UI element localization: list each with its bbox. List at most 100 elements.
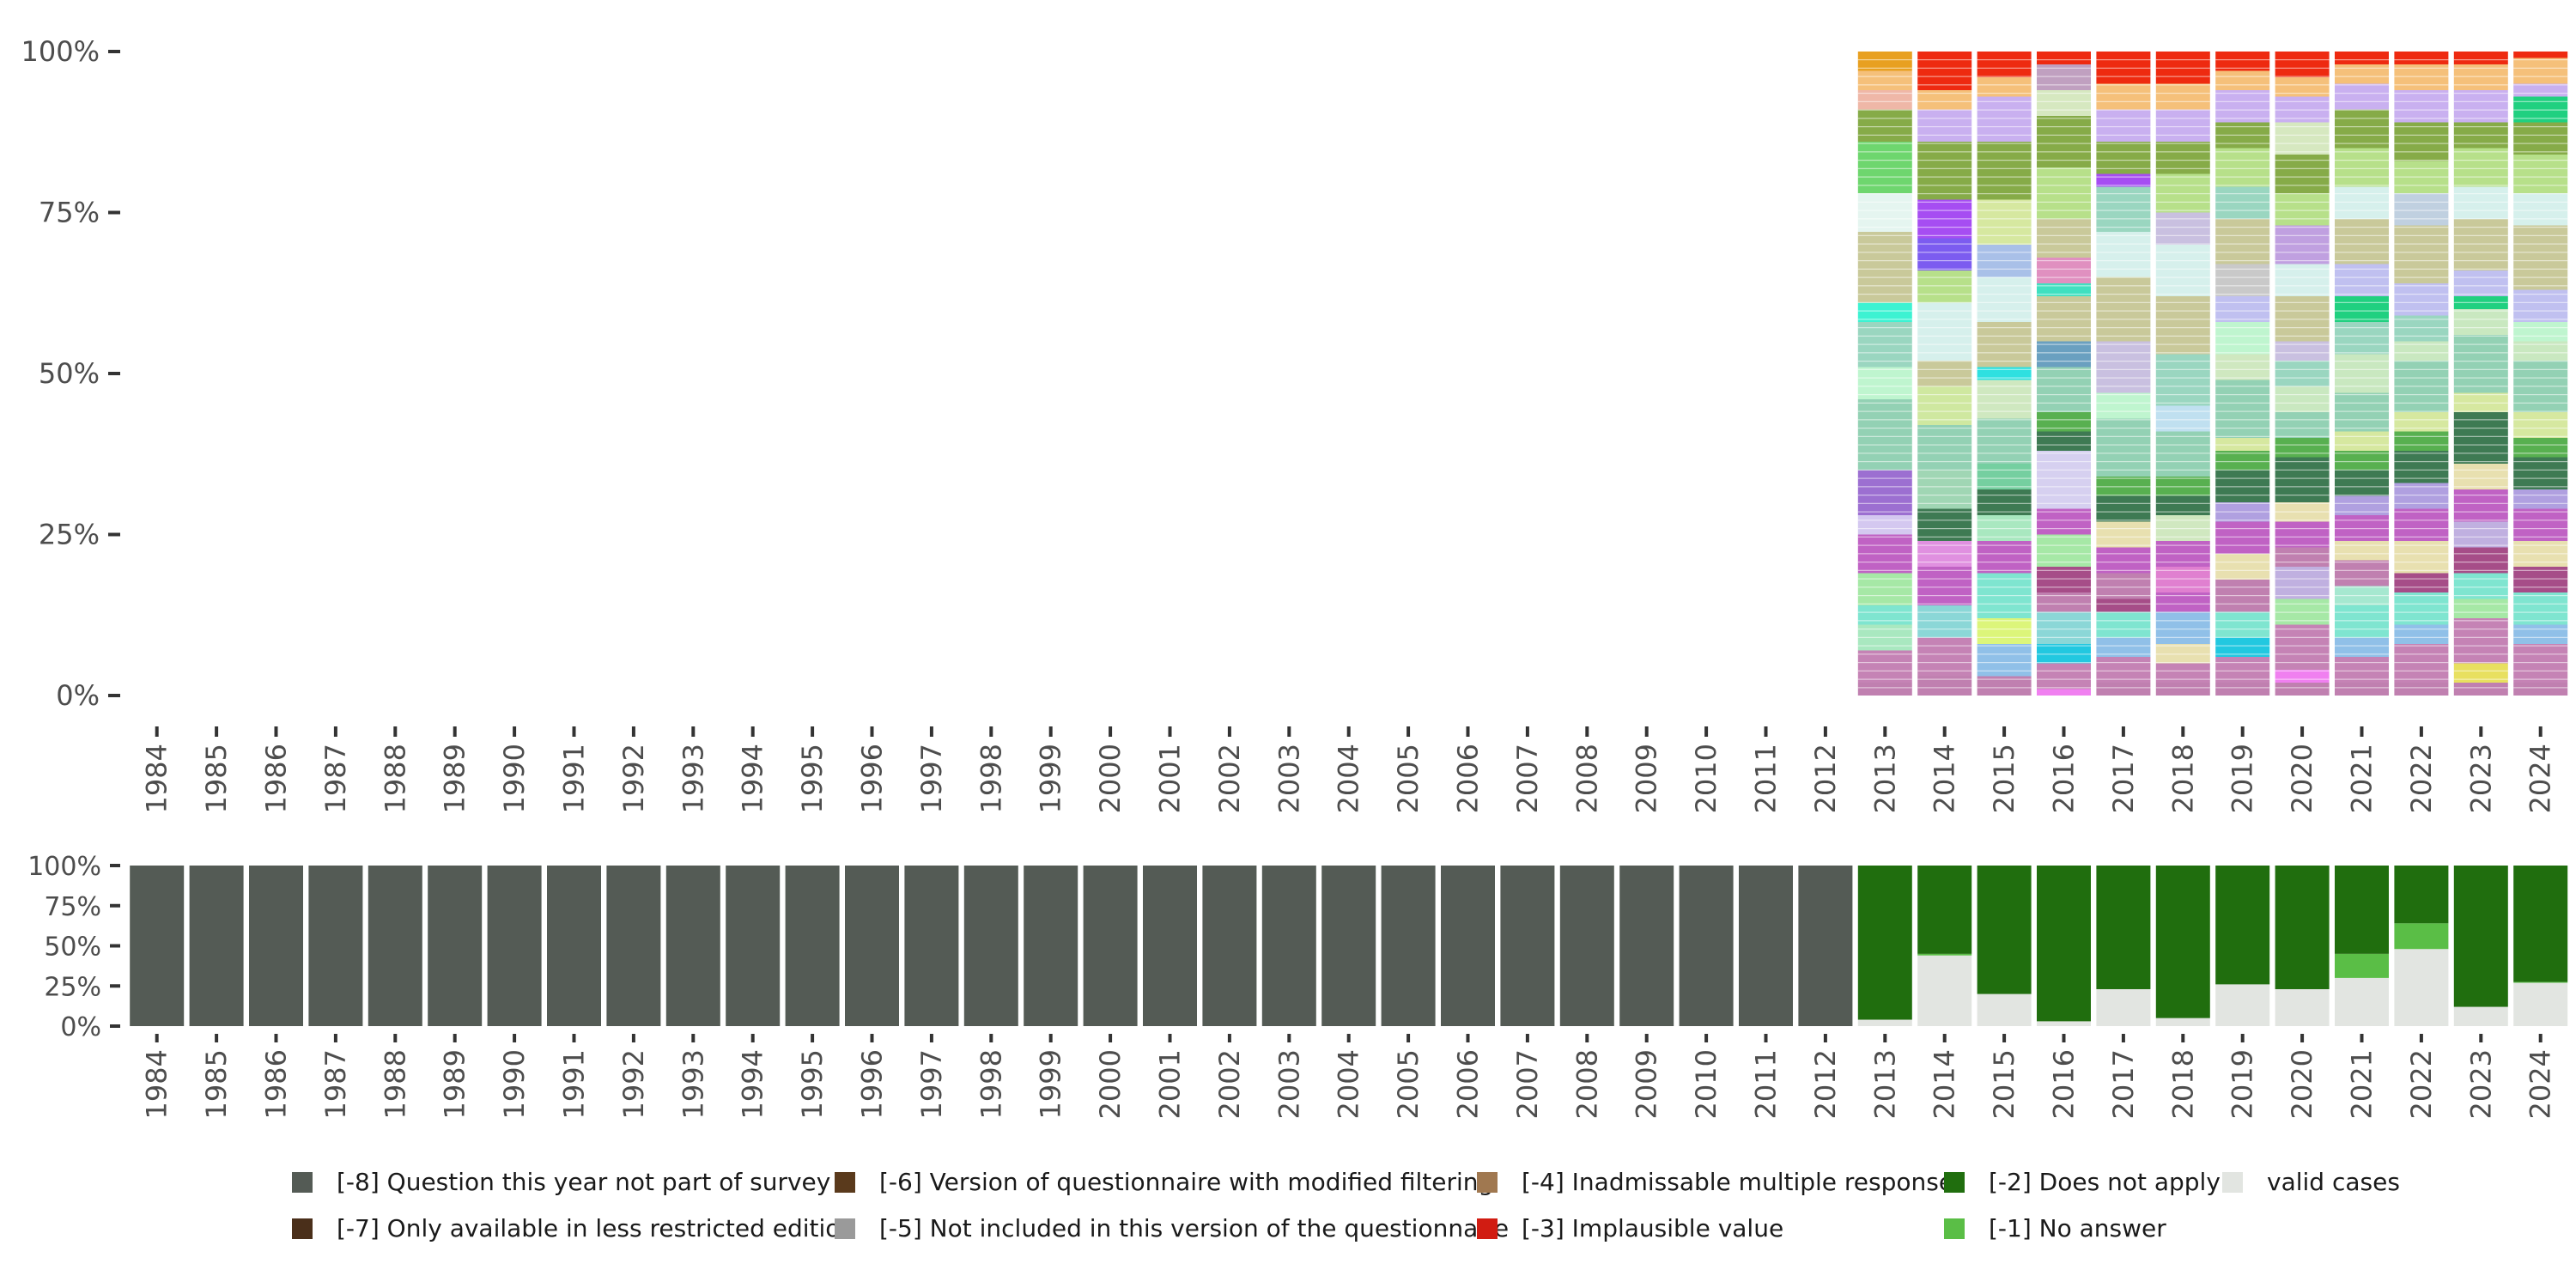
top-x-tick-label: 1984: [141, 744, 173, 813]
top-bar-stripe: [2215, 519, 2270, 521]
top-bar-stripe: [1857, 76, 1912, 77]
top-bar-segment: [1857, 515, 1912, 535]
top-bar-stripe: [2335, 678, 2389, 680]
top-bar-segment: [2394, 64, 2449, 90]
top-bar-segment: [2394, 451, 2449, 483]
top-bar-stripe: [2335, 377, 2389, 379]
top-bar-stripe: [2453, 227, 2508, 228]
top-bar-stripe: [1917, 645, 1972, 647]
top-bar-stripe: [1857, 126, 1912, 128]
top-bar-stripe: [1857, 394, 1912, 396]
top-bar-stripe: [2155, 511, 2210, 513]
top-bar-segment: [2215, 611, 2270, 638]
top-bar-stripe: [2215, 109, 2270, 111]
top-bar-segment: [1977, 142, 2032, 200]
top-bar-stripe: [2215, 210, 2270, 211]
top-bar-stripe: [2155, 167, 2210, 169]
top-bar-stripe: [2453, 176, 2508, 178]
top-bar-stripe: [2394, 167, 2449, 169]
top-bar-segment: [2335, 495, 2389, 515]
top-bar-stripe: [2453, 402, 2508, 404]
top-bar-stripe: [1857, 84, 1912, 86]
top-bar-stripe: [2215, 201, 2270, 203]
top-bar-stripe: [2275, 352, 2330, 354]
top-bar-stripe: [2513, 310, 2568, 312]
top-bar-stripe: [2215, 603, 2270, 605]
top-bar-stripe: [2513, 486, 2568, 488]
top-bar-stripe: [2335, 84, 2389, 86]
top-bar-stripe: [1857, 611, 1912, 613]
top-bar-stripe: [2453, 76, 2508, 77]
top-bar-stripe: [2453, 620, 2508, 622]
top-bar-stripe: [2037, 167, 2091, 169]
top-bar-stripe: [1917, 553, 1972, 555]
top-bar-stripe: [2037, 461, 2091, 463]
top-bar-stripe: [2096, 268, 2151, 270]
top-bar-stripe: [2275, 285, 2330, 287]
top-y-tick-label: 50%: [39, 357, 100, 390]
top-bar-stripe: [2096, 653, 2151, 655]
bottom-y-tick-label: 100%: [27, 852, 101, 882]
top-bar-stripe: [2275, 109, 2330, 111]
bottom-bar-segment: [2453, 1006, 2508, 1026]
top-bar-segment: [1857, 399, 1912, 471]
top-bar-segment: [2275, 438, 2330, 458]
top-bar-segment: [2453, 90, 2508, 123]
top-bar-stripe: [2155, 394, 2210, 396]
top-bar-stripe: [1857, 335, 1912, 337]
top-bar-segment: [2335, 83, 2389, 110]
top-bar-stripe: [2335, 151, 2389, 153]
top-bar-segment: [2096, 521, 2151, 548]
top-bar-stripe: [2155, 93, 2210, 94]
top-bar-stripe: [2037, 578, 2091, 580]
bottom-x-tick-label: 2003: [1273, 1049, 1305, 1119]
top-bar-stripe: [2513, 595, 2568, 597]
top-bar-stripe: [2037, 335, 2091, 337]
top-bar-stripe: [2037, 377, 2091, 379]
top-bar-stripe: [2335, 327, 2389, 329]
top-bar-stripe: [2335, 519, 2389, 521]
top-bar-stripe: [2155, 151, 2210, 153]
top-bar-stripe: [2513, 294, 2568, 295]
top-bar-stripe: [2215, 477, 2270, 479]
top-bar-stripe: [1857, 67, 1912, 69]
top-bar-stripe: [2275, 419, 2330, 421]
bottom-bar-segment: [845, 866, 899, 1026]
top-bar-stripe: [2096, 193, 2151, 195]
top-bar-stripe: [2096, 461, 2151, 463]
top-bar-segment: [1917, 109, 1972, 142]
bottom-x-tick-label: 1995: [796, 1049, 829, 1119]
top-bar-stripe: [2037, 502, 2091, 504]
top-bar-segment: [2096, 276, 2151, 342]
top-bar-segment: [2335, 392, 2389, 432]
top-bar-stripe: [2275, 301, 2330, 303]
top-bar-stripe: [2155, 143, 2210, 144]
top-bar-stripe: [1857, 519, 1912, 521]
top-bar-stripe: [2335, 109, 2389, 111]
top-bar-segment: [2275, 547, 2330, 567]
bottom-x-tick-label: 1998: [975, 1049, 1007, 1119]
top-bar-stripe: [2155, 227, 2210, 228]
top-bar-stripe: [1917, 444, 1972, 446]
top-bar-stripe: [2155, 76, 2210, 77]
top-bar-stripe: [2394, 536, 2449, 538]
top-bar-segment: [1857, 650, 1912, 683]
top-bar-stripe: [2037, 276, 2091, 278]
top-bar-stripe: [2513, 502, 2568, 504]
top-bar-stripe: [1977, 435, 2032, 437]
top-bar-segment: [1917, 270, 1972, 303]
top-bar-segment: [1917, 238, 1972, 270]
top-bar-segment: [2096, 232, 2151, 277]
top-bar-stripe: [2335, 402, 2389, 404]
top-bar-segment: [2037, 567, 2091, 592]
top-bar-segment: [2096, 418, 2151, 477]
top-bar-stripe: [2096, 335, 2151, 337]
top-bar-stripe: [2513, 611, 2568, 613]
top-bar-segment: [2275, 341, 2330, 361]
top-bar-stripe: [1977, 93, 2032, 94]
top-bar-segment: [2335, 148, 2389, 187]
top-bar-stripe: [2096, 167, 2151, 169]
top-bar-segment: [2394, 412, 2449, 432]
top-bar-segment: [2096, 657, 2151, 683]
top-bar-stripe: [2215, 260, 2270, 262]
